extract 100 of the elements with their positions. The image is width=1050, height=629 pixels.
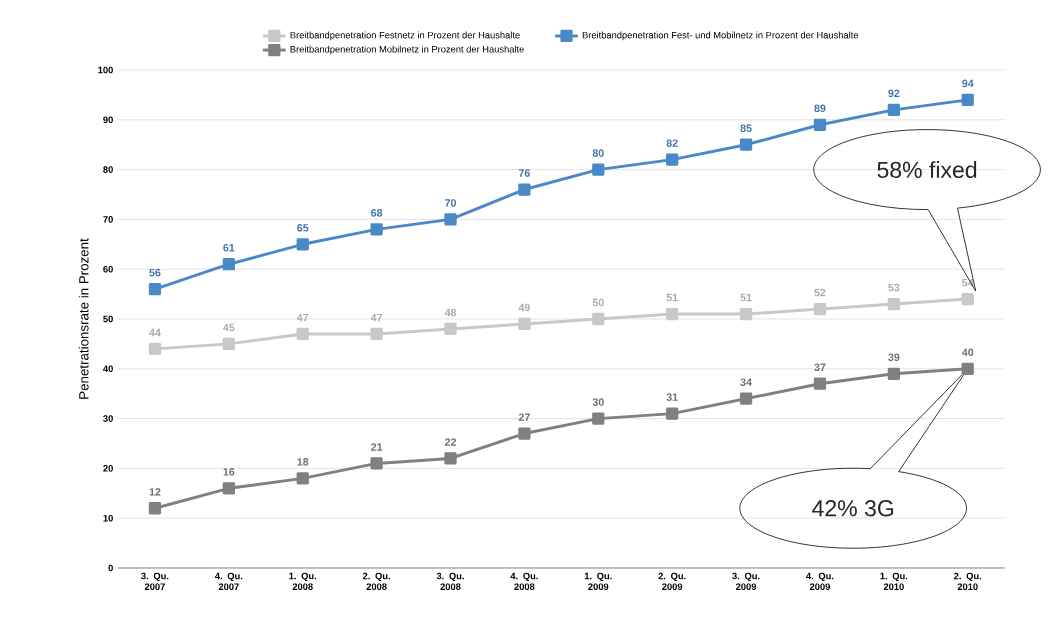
- point: [961, 93, 974, 107]
- point: [444, 213, 457, 226]
- point: [592, 163, 605, 176]
- point: [370, 327, 383, 341]
- x-tick-label: 2. Qu. 2008: [362, 572, 390, 590]
- x-tick-label: 4. Qu. 2009: [806, 572, 834, 590]
- data-label: 50: [592, 298, 604, 307]
- data-label: 27: [518, 413, 530, 421]
- data-label: 16: [223, 468, 235, 476]
- legend-label: Breitbandpenetration Fest- und Mobilnetz in Prozent der Haushalte: [582, 31, 859, 41]
- data-label: 47: [370, 313, 383, 322]
- data-label: 22: [444, 438, 456, 446]
- point: [444, 322, 457, 336]
- data-label: 82: [666, 139, 678, 147]
- point: [961, 362, 974, 375]
- point: [518, 183, 531, 196]
- data-label: 89: [814, 104, 826, 113]
- point: [370, 223, 383, 236]
- data-label: 68: [371, 209, 383, 217]
- data-label: 45: [223, 323, 235, 332]
- x-tick-label: 1. Qu. 2008: [289, 572, 317, 590]
- data-label: 37: [814, 363, 826, 372]
- point: [296, 238, 309, 251]
- y-tick-label: 100: [98, 66, 113, 74]
- data-label: 12: [149, 488, 161, 496]
- y-tick-label: 60: [103, 265, 113, 273]
- data-label: 18: [297, 458, 309, 466]
- point: [518, 317, 531, 331]
- data-label: 21: [371, 443, 383, 451]
- legend-label: Breitbandpenetration Mobilnetz in Prozent der Haushalte: [290, 45, 524, 55]
- data-label: 92: [888, 89, 900, 98]
- y-tick-label: 50: [103, 315, 113, 323]
- point: [148, 342, 162, 356]
- x-tick-label: 3. Qu. 2007: [141, 572, 169, 590]
- point: [222, 482, 235, 495]
- y-tick-label: 70: [103, 216, 113, 223]
- y-tick-label: 40: [103, 365, 113, 373]
- data-label: 30: [592, 398, 604, 406]
- data-label: 80: [592, 149, 604, 157]
- point: [148, 282, 162, 296]
- x-tick-label: 4. Qu. 2007: [214, 572, 243, 590]
- x-tick-label: 2. Qu. 2010: [954, 572, 982, 590]
- y-tick-label: 0: [108, 564, 113, 572]
- data-label: 34: [740, 378, 752, 386]
- data-label: 39: [888, 353, 900, 362]
- x-tick-label: 1. Qu. 2009: [584, 572, 612, 590]
- point: [813, 118, 827, 131]
- point: [739, 392, 753, 405]
- data-label: 53: [888, 283, 900, 292]
- data-label: 51: [740, 293, 752, 302]
- data-label: 51: [666, 293, 678, 302]
- data-label: 44: [149, 328, 161, 337]
- x-tick-label: 3. Qu. 2008: [436, 572, 464, 590]
- data-label: 52: [814, 288, 826, 297]
- data-label: 85: [740, 124, 752, 132]
- point: [296, 472, 309, 485]
- y-tick-label: 80: [103, 166, 113, 173]
- y-tick-label: 90: [103, 116, 113, 124]
- point: [813, 377, 827, 390]
- data-label: 70: [445, 199, 456, 207]
- point: [887, 367, 900, 380]
- x-tick-label: 1. Qu. 2010: [880, 572, 908, 590]
- point: [222, 337, 235, 351]
- point: [961, 292, 974, 306]
- point: [592, 412, 605, 425]
- point: [739, 138, 753, 151]
- x-tick-label: 3. Qu. 2009: [732, 572, 760, 590]
- data-label: 94: [962, 79, 974, 88]
- data-label: 65: [297, 224, 309, 232]
- data-label: 47: [296, 313, 309, 322]
- point: [739, 307, 753, 321]
- point: [813, 302, 827, 316]
- data-label: 40: [961, 348, 974, 357]
- annotation: 58% fixed: [877, 161, 977, 179]
- point: [887, 103, 900, 116]
- point: [666, 407, 679, 420]
- y-tick-label: 30: [103, 415, 113, 422]
- legend-label: Breitbandpenetration Festnetz in Prozent der Haushalte: [290, 31, 520, 41]
- point: [666, 307, 679, 321]
- data-label: 48: [444, 308, 457, 317]
- point: [222, 258, 235, 271]
- point: [666, 153, 679, 166]
- point: [592, 312, 605, 326]
- point: [887, 297, 900, 311]
- data-label: 76: [518, 169, 530, 177]
- point: [444, 452, 457, 465]
- y-tick-label: 10: [103, 514, 113, 522]
- point: [148, 502, 162, 515]
- data-label: 49: [518, 303, 530, 312]
- data-label: 31: [666, 393, 678, 401]
- x-tick-label: 2. Qu. 2009: [658, 572, 686, 590]
- data-label: 61: [223, 243, 235, 252]
- point: [296, 327, 309, 341]
- annotation: 42% 3G: [812, 500, 894, 517]
- x-tick-label: 4. Qu. 2008: [510, 572, 538, 590]
- data-label: 56: [149, 268, 161, 277]
- y-axis-title: Penetrationsrate in Prozent: [78, 238, 89, 399]
- point: [518, 427, 531, 440]
- y-tick-label: 20: [103, 465, 113, 472]
- point: [370, 457, 383, 470]
